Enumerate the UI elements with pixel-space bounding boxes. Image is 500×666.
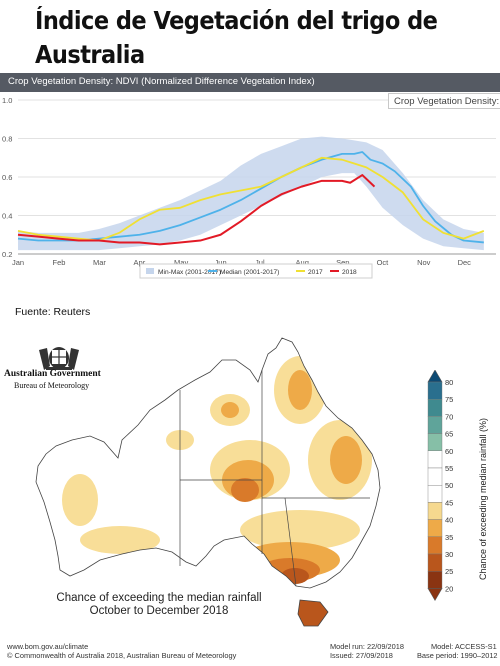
legend-label: 2017 (308, 269, 323, 276)
colorbar-bin (427, 502, 443, 520)
ndvi-chart: 0.2 0.4 0.6 0.8 1.0 Jan Feb Mar Apr May Jun Jul Aug… (2, 96, 496, 279)
legend-swatch (146, 268, 154, 274)
colorbar-bin (427, 536, 443, 555)
tasmania (297, 599, 329, 627)
colorbar-tick-label: 45 (445, 498, 453, 507)
colorbar-bottom-arrow (427, 588, 443, 601)
x-tick-label: Feb (53, 258, 66, 267)
ndvi-y-ticks: 0.2 0.4 0.6 0.8 1.0 (2, 96, 12, 259)
x-tick-label: Nov (417, 258, 431, 267)
source-label: Fuente: Reuters (15, 306, 91, 318)
model-name: Model: ACCESS-S1 (431, 642, 497, 651)
x-tick-label: Jan (12, 258, 24, 267)
map-title-line-1: Chance of exceeding the median rainfall (56, 592, 262, 604)
colorbar-bin (427, 450, 443, 469)
y-tick-label: 0.8 (2, 135, 12, 144)
colorbar-tick-label: 60 (445, 447, 453, 456)
x-tick-label: May (174, 258, 188, 267)
colorbar-tick-label: 50 (445, 481, 453, 490)
y-tick-label: 0.6 (2, 173, 12, 182)
coat-of-arms-logo (39, 347, 79, 370)
ndvi-lines-layer (17, 151, 485, 246)
page-title: Índice de Vegetación del trigo de Austra… (35, 6, 438, 69)
colorbar-tick-label: 70 (445, 412, 453, 421)
colorbar-bin (427, 416, 443, 434)
colorbar: 80 75 70 65 60 55 50 45 40 35 30 25 20 (427, 370, 453, 601)
state-borders (179, 370, 370, 587)
base-period: Base period: 1990–2012 (417, 651, 498, 660)
legend-box (139, 263, 373, 279)
x-tick-label: Mar (93, 258, 106, 267)
series-line-2018 (17, 174, 376, 246)
footer-url[interactable]: www.bom.gov.au/climate (7, 642, 89, 651)
issued-date: Issued: 27/09/2018 (330, 651, 393, 660)
chart-tooltip: Crop Vegetation Density: N (388, 93, 500, 109)
colorbar-bin (427, 467, 443, 486)
colorbar-tick-label: 30 (445, 550, 453, 559)
x-tick-label: Oct (377, 258, 390, 267)
legend-label: Min-Max (2001-2017) (158, 269, 221, 276)
rainfall-map (35, 337, 381, 627)
x-tick-label: Sep (336, 258, 349, 267)
y-tick-label: 0.4 (2, 212, 12, 221)
colorbar-bin (427, 519, 443, 538)
colorbar-bin (427, 381, 443, 400)
colorbar-tick-label: 75 (445, 395, 453, 404)
colorbar-bin (427, 484, 443, 503)
colorbar-bin (427, 553, 443, 572)
colorbar-tick-label: 55 (445, 464, 453, 473)
colorbar-bin (427, 433, 443, 451)
legend-label: Median (2001-2017) (220, 269, 279, 276)
colorbar-tick-label: 65 (445, 430, 453, 439)
colorbar-top-arrow (427, 370, 443, 383)
colorbar-bin (427, 570, 443, 589)
colorbar-tick-label: 25 (445, 567, 453, 576)
ndvi-x-ticks: Jan Feb Mar Apr May Jun Jul Aug Sep Oct Nov Dec (12, 258, 471, 267)
ndvi-chart-header-title: Crop Vegetation Density: NDVI (Normalize… (8, 76, 315, 87)
australia-outline (35, 337, 381, 589)
ndvi-chart-header: Crop Vegetation Density: NDVI (Normalize… (0, 73, 500, 92)
ndvi-chart-panel: Crop Vegetation Density: NDVI (Normalize… (0, 73, 500, 293)
colorbar-bin (427, 399, 443, 417)
agency-line-2: Bureau of Meteorology (14, 381, 90, 390)
x-tick-label: Jun (215, 258, 227, 267)
x-tick-label: Dec (458, 258, 472, 267)
y-tick-label: 0.2 (2, 250, 12, 259)
map-title: Chance of exceeding the median rainfall … (24, 592, 294, 618)
colorbar-label: Chance of exceeding median rainfall (%) (478, 417, 488, 581)
y-tick-label: 1.0 (2, 96, 12, 105)
colorbar-tick-label: 80 (445, 378, 453, 387)
colorbar-tick-label: 35 (445, 533, 453, 542)
agency-line-1: Australian Government (4, 369, 101, 379)
footer-copyright: © Commonwealth of Australia 2018, Austra… (7, 651, 237, 660)
x-tick-label: Aug (296, 258, 309, 267)
legend-label: 2018 (342, 269, 357, 276)
x-tick-label: Jul (255, 258, 265, 267)
colorbar-tick-label: 40 (445, 516, 453, 525)
model-run: Model run: 22/09/2018 (330, 642, 404, 651)
map-title-line-2: October to December 2018 (89, 605, 229, 617)
colorbar-tick-label: 20 (445, 584, 453, 593)
ndvi-legend: Min-Max (2001-2017)Median (2001-2017) 201… (139, 263, 373, 279)
x-tick-label: Apr (134, 258, 146, 267)
